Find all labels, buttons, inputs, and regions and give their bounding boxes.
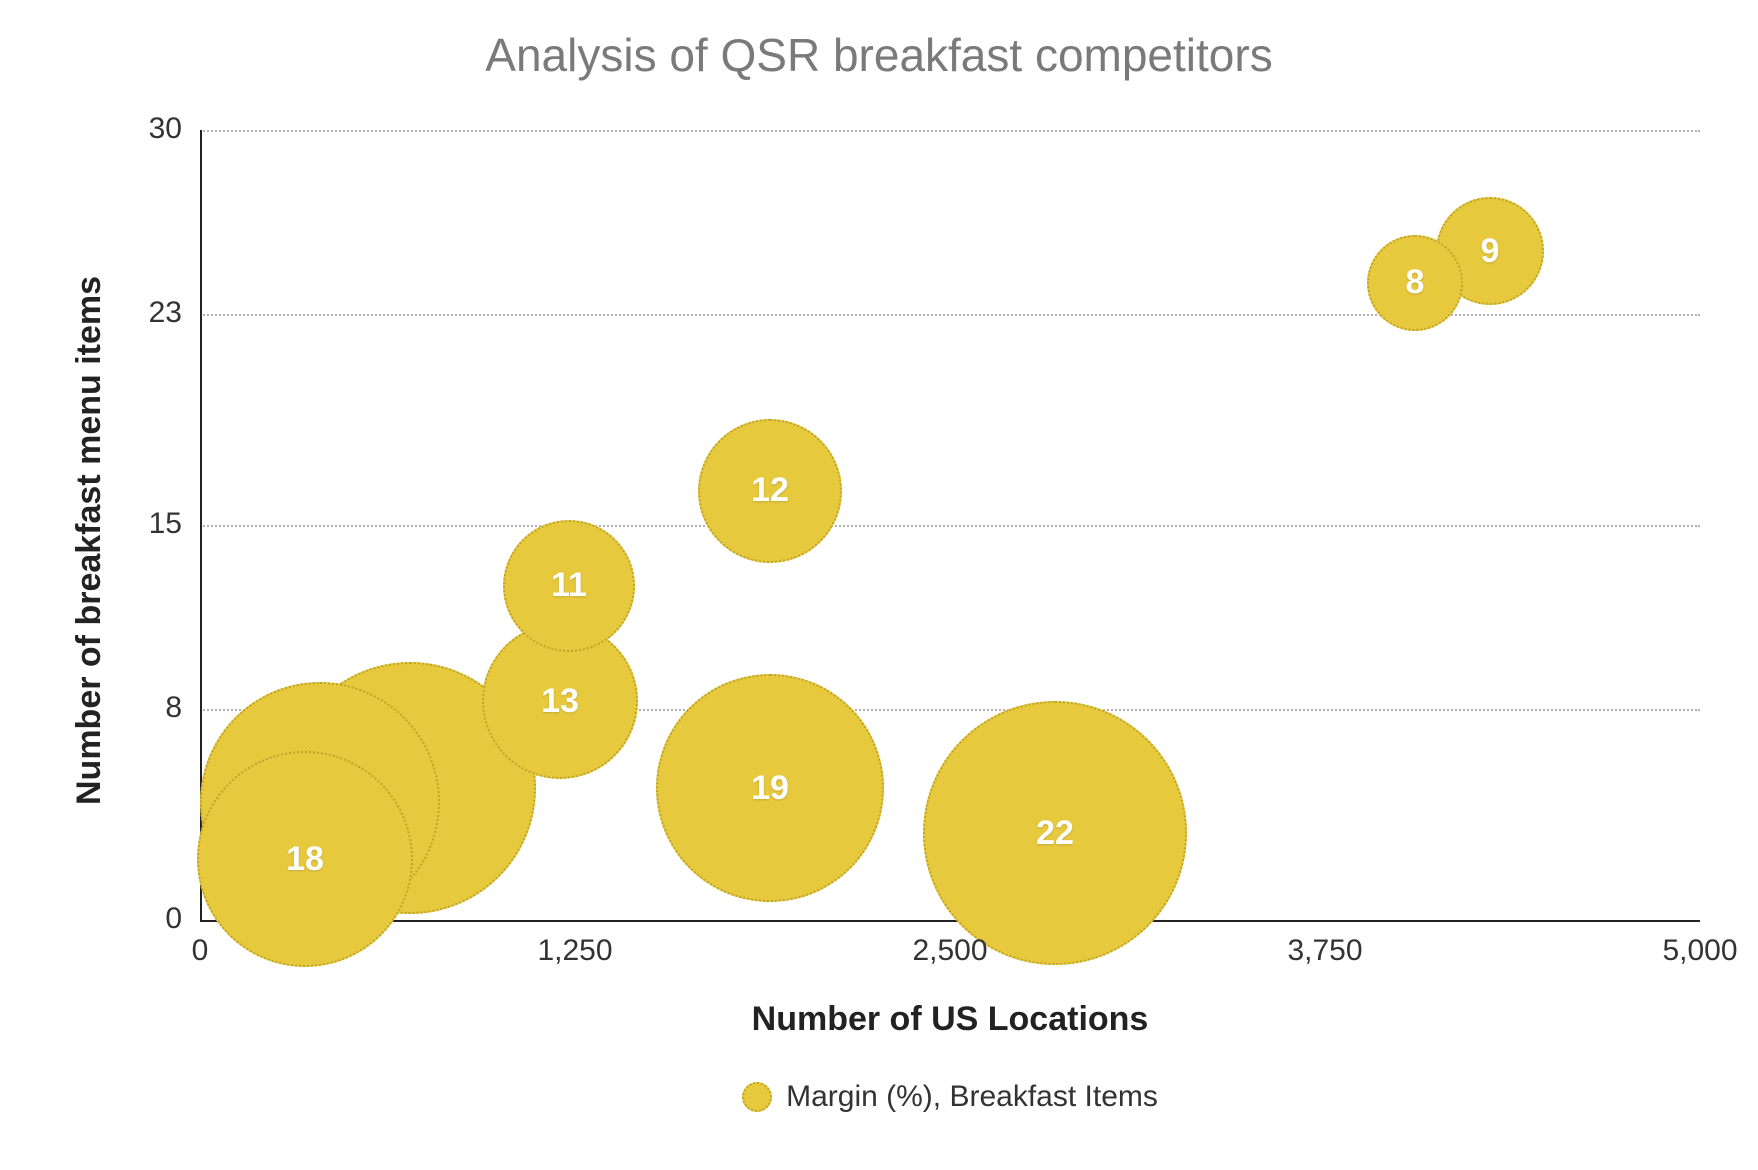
x-tick-label: 1,250 <box>537 934 612 968</box>
y-tick-label: 0 <box>165 902 182 936</box>
y-axis-title: Number of breakfast menu items <box>70 276 109 805</box>
x-tick-label: 3,750 <box>1287 934 1362 968</box>
x-tick-label: 5,000 <box>1662 934 1737 968</box>
bubble-label: 9 <box>1481 232 1500 271</box>
bubble-chart: Analysis of QSR breakfast competitors Nu… <box>0 0 1758 1170</box>
x-tick-label: 0 <box>192 934 209 968</box>
bubble-label: 18 <box>286 840 324 879</box>
bubble: 18 <box>197 751 413 967</box>
bubble-label: 13 <box>541 682 579 721</box>
y-tick-label: 8 <box>165 691 182 725</box>
y-tick-label: 30 <box>149 112 182 146</box>
bubble-label: 11 <box>551 566 587 605</box>
gridline <box>200 314 1700 316</box>
bubble: 11 <box>503 520 635 652</box>
x-axis-line <box>200 920 1700 922</box>
y-tick-label: 23 <box>149 296 182 330</box>
y-tick-label: 15 <box>149 507 182 541</box>
bubble: 22 <box>923 701 1187 965</box>
legend-marker-icon <box>742 1082 772 1112</box>
bubble: 12 <box>698 419 842 563</box>
x-axis-title: Number of US Locations <box>200 1000 1700 1039</box>
bubble-label: 8 <box>1406 263 1425 302</box>
plot-area: 222120191813121198 <box>200 130 1700 920</box>
bubble: 19 <box>656 674 884 902</box>
gridline <box>200 130 1700 132</box>
bubble: 8 <box>1367 235 1463 331</box>
chart-title: Analysis of QSR breakfast competitors <box>0 28 1758 82</box>
bubble-label: 19 <box>751 769 789 808</box>
x-tick-label: 2,500 <box>912 934 987 968</box>
legend: Margin (%), Breakfast Items <box>200 1080 1700 1114</box>
bubble-label: 12 <box>751 471 789 510</box>
legend-label: Margin (%), Breakfast Items <box>786 1080 1158 1114</box>
gridline <box>200 525 1700 527</box>
bubble-label: 22 <box>1036 814 1074 853</box>
